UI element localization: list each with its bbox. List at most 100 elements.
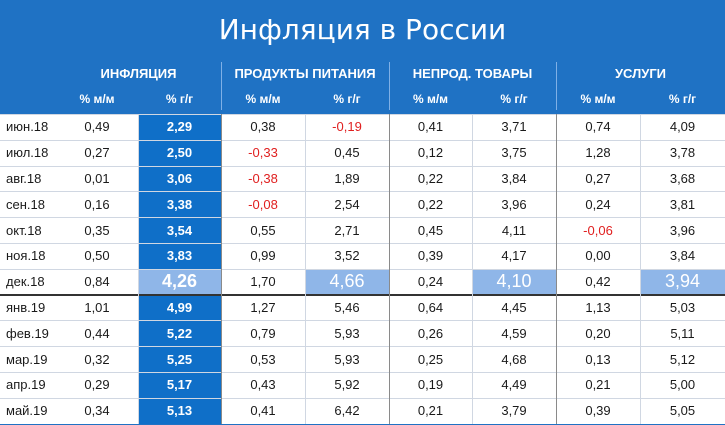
table-cell: 5,93 bbox=[305, 320, 389, 347]
table-cell: 5,93 bbox=[305, 346, 389, 372]
table-cell: 3,96 bbox=[472, 191, 556, 218]
group-header: ПРОДУКТЫ ПИТАНИЯ bbox=[234, 65, 376, 81]
table-cell: 4,68 bbox=[472, 346, 556, 372]
table-cell: 0,22 bbox=[389, 165, 472, 192]
row-divider bbox=[0, 243, 725, 244]
table-cell: 0,99 bbox=[221, 243, 305, 269]
table-cell: 0,12 bbox=[389, 139, 472, 166]
table-cell: 5,00 bbox=[640, 372, 725, 398]
table-cell: 2,50 bbox=[138, 139, 221, 166]
column-subheader: % м/м bbox=[245, 92, 281, 106]
table-cell: 0,32 bbox=[56, 346, 138, 372]
row-divider bbox=[0, 165, 725, 167]
table-cell: 1,27 bbox=[221, 294, 305, 321]
table-cell: 0,01 bbox=[56, 165, 138, 192]
table-cell: 0,24 bbox=[556, 191, 640, 218]
row-label: май.19 bbox=[0, 397, 56, 424]
table-cell: 3,71 bbox=[472, 114, 556, 140]
row-label: мар.19 bbox=[0, 346, 56, 372]
table-cell: 0,43 bbox=[221, 372, 305, 398]
table-cell: 4,09 bbox=[640, 114, 725, 140]
table-cell: 0,35 bbox=[56, 217, 138, 243]
table-cell: 0,16 bbox=[56, 191, 138, 218]
table-cell: 5,13 bbox=[138, 397, 221, 424]
table-cell: 3,75 bbox=[472, 139, 556, 166]
table-cell: 0,21 bbox=[389, 397, 472, 424]
table-cell: 5,92 bbox=[305, 372, 389, 398]
table-cell: 0,49 bbox=[56, 114, 138, 140]
table-cell: 0,84 bbox=[56, 268, 138, 295]
header-separator bbox=[556, 62, 557, 110]
table-cell: 3,79 bbox=[472, 397, 556, 424]
row-label: апр.19 bbox=[0, 372, 56, 398]
table-cell: 0,39 bbox=[389, 243, 472, 269]
column-divider bbox=[138, 114, 139, 424]
table-cell: 3,84 bbox=[640, 243, 725, 269]
group-header: НЕПРОД. ТОВАРЫ bbox=[412, 65, 533, 81]
table-cell: 0,21 bbox=[556, 372, 640, 398]
table-cell: 5,22 bbox=[138, 320, 221, 347]
table-cell: 3,96 bbox=[640, 217, 725, 243]
table-cell: 0,41 bbox=[221, 397, 305, 424]
table-cell: 3,68 bbox=[640, 165, 725, 192]
row-label: фев.19 bbox=[0, 320, 56, 347]
row-divider bbox=[0, 114, 725, 115]
table-cell: 0,64 bbox=[389, 294, 472, 321]
table-cell: 0,74 bbox=[556, 114, 640, 140]
row-divider bbox=[0, 217, 725, 219]
table-cell: 4,66 bbox=[305, 268, 389, 295]
table-cell: 0,22 bbox=[389, 191, 472, 218]
table-cell: -0,33 bbox=[221, 139, 305, 166]
table-cell: 3,94 bbox=[640, 268, 725, 295]
group-header: ИНФЛЯЦИЯ bbox=[100, 65, 177, 81]
table-cell: 3,06 bbox=[138, 165, 221, 192]
table-cell: 3,83 bbox=[138, 243, 221, 269]
year-separator bbox=[0, 293, 725, 296]
table-cell: 0,45 bbox=[305, 139, 389, 166]
column-subheader: % г/г bbox=[333, 92, 361, 106]
row-label: янв.19 bbox=[0, 294, 56, 321]
table-cell: 0,44 bbox=[56, 320, 138, 347]
row-divider bbox=[0, 372, 725, 373]
table-cell: 1,89 bbox=[305, 165, 389, 192]
table-cell: 0,42 bbox=[556, 268, 640, 295]
table-cell: 0,26 bbox=[389, 320, 472, 347]
table-cell: 2,71 bbox=[305, 217, 389, 243]
table-cell: 0,55 bbox=[221, 217, 305, 243]
column-subheader: % м/м bbox=[412, 92, 449, 106]
column-subheader: % г/г bbox=[165, 92, 194, 106]
table-cell: 4,26 bbox=[138, 268, 221, 295]
column-divider bbox=[221, 114, 222, 424]
table-cell: 4,59 bbox=[472, 320, 556, 347]
table-cell: 4,10 bbox=[472, 268, 556, 295]
table-cell: 0,13 bbox=[556, 346, 640, 372]
table-cell: 0,39 bbox=[556, 397, 640, 424]
table-cell: 1,70 bbox=[221, 268, 305, 295]
table-cell: 0,29 bbox=[56, 372, 138, 398]
table-cell: 0,50 bbox=[56, 243, 138, 269]
table-cell: 6,42 bbox=[305, 397, 389, 424]
column-divider bbox=[305, 114, 306, 424]
table-cell: 5,46 bbox=[305, 294, 389, 321]
table-cell: 1,28 bbox=[556, 139, 640, 166]
column-divider bbox=[556, 114, 557, 424]
table-cell: -0,19 bbox=[305, 114, 389, 140]
row-divider bbox=[0, 320, 725, 322]
column-divider bbox=[640, 114, 641, 424]
header-separator bbox=[221, 62, 222, 110]
table-cell: 4,17 bbox=[472, 243, 556, 269]
column-subheader: % м/м bbox=[79, 92, 115, 106]
row-divider bbox=[0, 346, 725, 348]
table-cell: 3,81 bbox=[640, 191, 725, 218]
table-cell: 2,54 bbox=[305, 191, 389, 218]
group-header: УСЛУГИ bbox=[614, 65, 667, 81]
table-cell: 4,49 bbox=[472, 372, 556, 398]
row-label: ноя.18 bbox=[0, 243, 56, 269]
table-cell: 0,27 bbox=[556, 165, 640, 192]
row-label: июн.18 bbox=[0, 114, 56, 140]
row-label: сен.18 bbox=[0, 191, 56, 218]
table-cell: 5,03 bbox=[640, 294, 725, 321]
table-cell: 2,29 bbox=[138, 114, 221, 140]
table-cell: -0,38 bbox=[221, 165, 305, 192]
